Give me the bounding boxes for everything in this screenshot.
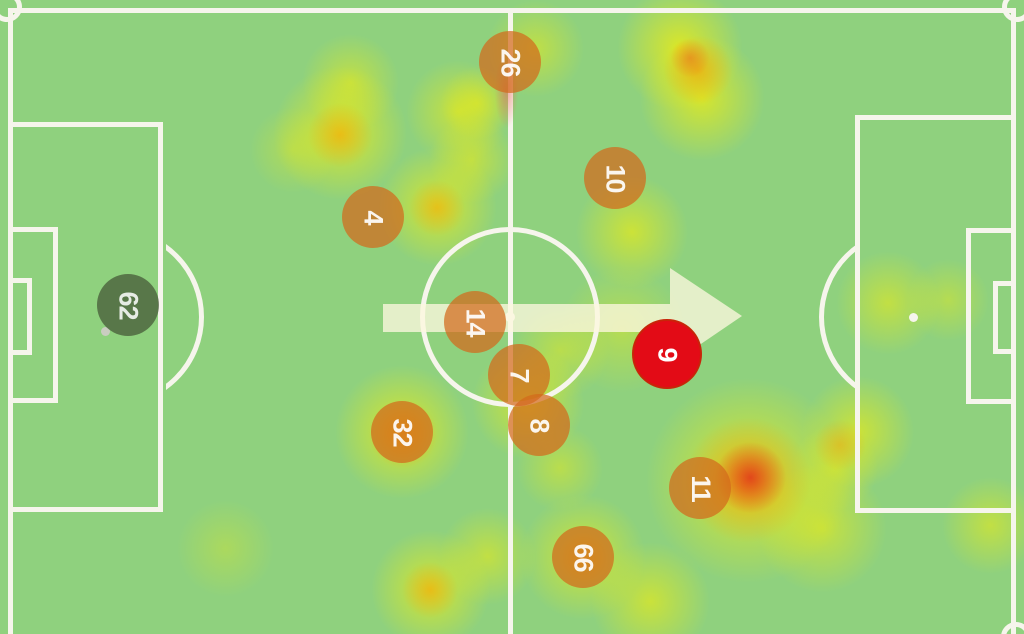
heat-zone [732,438,912,618]
heat-zone [663,31,717,85]
halfway-line [508,8,513,634]
heat-zone [391,551,469,629]
goal-right [993,281,1016,354]
heat-zone [412,100,532,220]
heat-zone [922,457,1024,593]
player-number-label: 10 [600,163,631,193]
player-marker-14[interactable]: 14 [444,291,506,353]
heat-zone [295,90,385,180]
goal-left [8,278,32,355]
center-spot [505,312,515,322]
heat-zone [891,243,1005,357]
penalty-spot-right [909,313,918,322]
player-number-label: 32 [387,417,418,447]
player-number-label: 26 [495,47,526,77]
player-marker-4[interactable]: 4 [342,186,404,248]
heat-zone [650,22,746,118]
corner-arc-top-right [1002,0,1024,22]
heat-zone [157,480,293,616]
penalty-arc-right [812,225,858,409]
heat-zone [347,506,513,634]
heat-zone [816,231,960,375]
penalty-box-right [855,115,1016,513]
player-marker-66[interactable]: 66 [552,526,614,588]
player-marker-9[interactable]: 9 [632,319,702,389]
player-number-label: 4 [358,209,389,225]
player-marker-10[interactable]: 10 [584,147,646,209]
player-marker-32[interactable]: 32 [371,401,433,463]
player-number-label: 62 [113,290,144,320]
player-number-label: 66 [568,542,599,572]
heat-zone [593,0,767,135]
corner-arc-top-left [0,0,22,22]
player-number-label: 14 [460,307,491,337]
player-marker-11[interactable]: 11 [669,457,731,519]
heat-zone [615,11,789,185]
player-number-label: 7 [504,367,535,383]
heat-zone [398,169,476,247]
heat-zone [780,354,936,510]
player-marker-26[interactable]: 26 [479,31,541,93]
player-number-label: 9 [652,346,683,362]
penalty-arc-left [166,225,212,409]
corner-arc-bottom-right [1001,622,1024,634]
heat-zone [775,408,895,528]
player-marker-8[interactable]: 8 [508,394,570,456]
heat-zone [804,409,876,481]
heat-zone [247,40,433,226]
player-marker-62[interactable]: 62 [97,274,159,336]
heat-zone [282,14,418,150]
pitch-boundary-line [8,8,1016,634]
goal-area-right [966,228,1016,404]
player-number-label: 8 [524,417,555,433]
heat-zone [233,90,353,210]
goal-area-left [8,227,58,403]
heat-zone [419,488,555,624]
player-number-label: 11 [685,474,716,502]
